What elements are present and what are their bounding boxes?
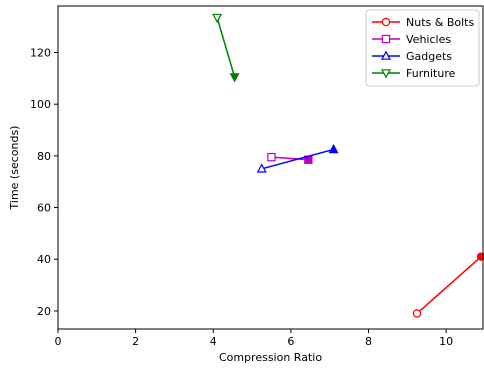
- x-tick-label: 0: [55, 335, 62, 348]
- legend-box: [365, 9, 480, 87]
- legend-label: Nuts & Bolts: [406, 16, 474, 29]
- legend-marker: [380, 50, 392, 60]
- series-gadgets: [256, 143, 339, 173]
- legend-marker: [381, 34, 391, 44]
- legend-label: Gadgets: [406, 50, 452, 63]
- y-tick-label: 100: [30, 98, 51, 111]
- data-point: [229, 73, 240, 83]
- y-tick-label: 20: [37, 305, 51, 318]
- x-tick-label: 8: [365, 335, 372, 348]
- data-point: [476, 252, 484, 261]
- series-line: [271, 156, 309, 161]
- x-tick-label: 6: [287, 335, 294, 348]
- x-axis-label: Compression Ratio: [219, 351, 322, 364]
- series-line: [261, 148, 334, 170]
- data-point: [328, 143, 339, 154]
- axis-ticks: 0 2 4 6 8 10 20 40 60 80 100 120: [30, 47, 453, 348]
- y-tick-label: 120: [30, 47, 51, 60]
- series-nuts-bolts: [412, 252, 484, 318]
- legend-label: Vehicles: [406, 33, 451, 46]
- data-point: [267, 152, 276, 162]
- plot-frame: [57, 5, 484, 330]
- legend: Nuts & Bolts Vehicles Gadgets Furniture: [365, 9, 480, 87]
- y-axis-label: Time (seconds): [8, 126, 21, 211]
- x-tick-label: 4: [210, 335, 217, 348]
- x-tick-label: 2: [132, 335, 139, 348]
- series-furniture: [212, 13, 240, 83]
- plot-area: [212, 13, 484, 318]
- y-tick-label: 80: [37, 150, 51, 163]
- legend-marker: [380, 69, 392, 79]
- legend-marker: [381, 17, 391, 27]
- series-line: [416, 256, 482, 315]
- series-line: [216, 17, 236, 78]
- data-point: [212, 13, 223, 24]
- legend-label: Furniture: [406, 67, 456, 80]
- legend-entry: Nuts & Bolts: [372, 16, 474, 29]
- legend-entry: Furniture: [372, 67, 456, 80]
- legend-entry: Vehicles: [372, 33, 451, 46]
- y-tick-label: 40: [37, 253, 51, 266]
- data-point: [256, 163, 267, 173]
- data-point: [412, 309, 422, 318]
- series-vehicles: [267, 152, 313, 164]
- x-tick-label: 10: [439, 335, 453, 348]
- y-tick-label: 60: [37, 202, 51, 215]
- legend-entry: Gadgets: [372, 50, 452, 63]
